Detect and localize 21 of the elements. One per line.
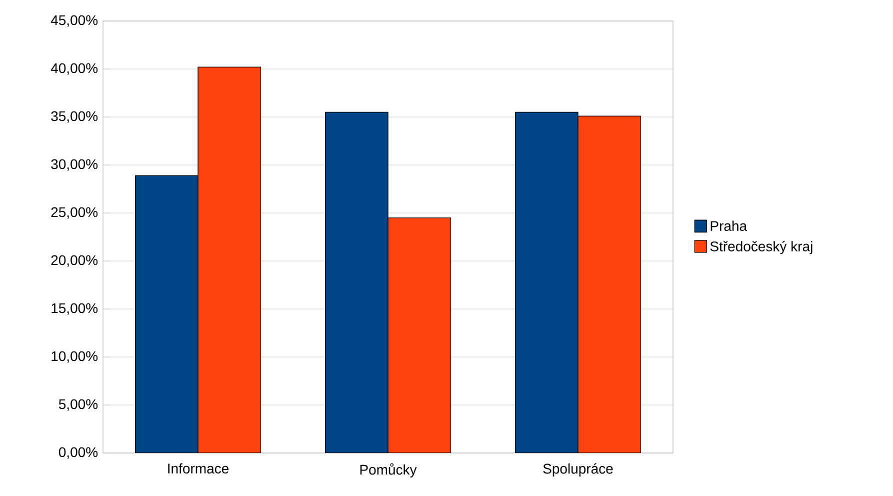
y-tick-label: 35,00% <box>51 111 98 123</box>
y-tick-label: 0,00% <box>58 447 98 459</box>
bar <box>578 116 642 453</box>
bar <box>388 217 452 453</box>
x-tick-label: Pomůcky <box>360 463 417 478</box>
x-tick-label: Informace <box>168 463 228 474</box>
y-tick-label: 20,00% <box>51 255 98 267</box>
bar <box>324 112 388 453</box>
y-tick-label: 25,00% <box>51 207 98 219</box>
y-tick-label: 40,00% <box>50 63 98 75</box>
y-tick-label: 10,00% <box>52 351 98 363</box>
legend-label: Středočeský kraj <box>710 240 812 254</box>
y-tick-label: 45,00% <box>50 15 98 27</box>
bar <box>198 66 262 453</box>
bar <box>134 175 198 453</box>
legend-label: Praha <box>710 220 748 231</box>
y-tick-label: 5,00% <box>58 399 98 411</box>
y-tick-label: 15,00% <box>52 303 98 315</box>
bar <box>514 112 578 453</box>
y-tick-label: 30,00% <box>51 159 98 171</box>
x-tick-label: Spolupráce <box>543 463 613 476</box>
